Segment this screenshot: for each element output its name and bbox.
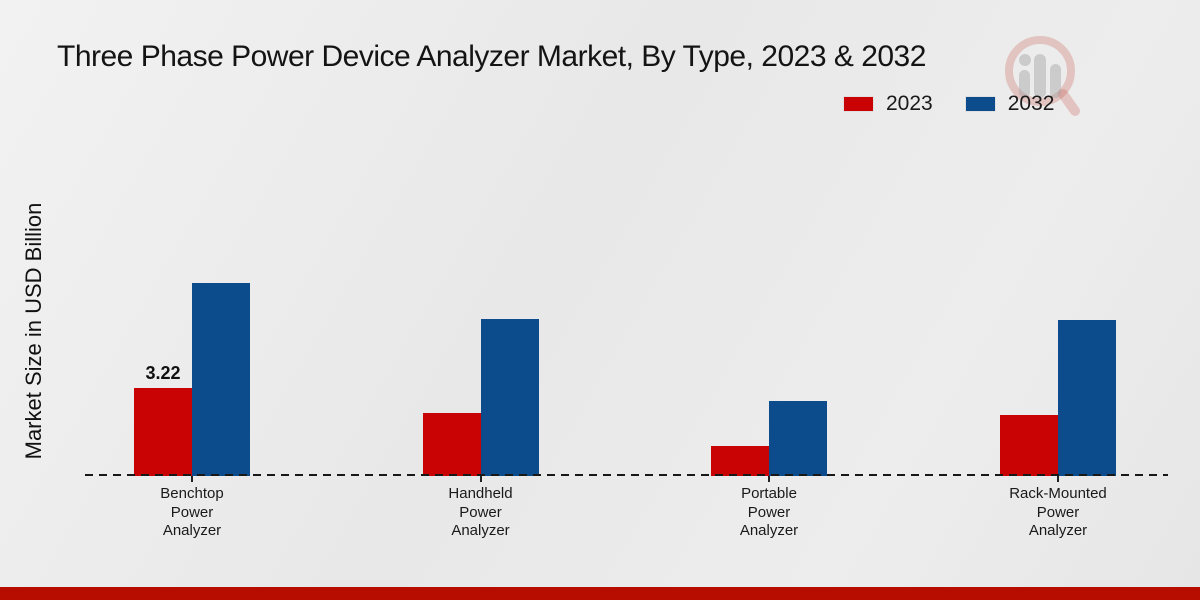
data-label-2023-0: 3.22 — [145, 363, 181, 383]
bar-2032-category-0 — [192, 283, 250, 476]
legend-item-2032: 2032 — [964, 92, 1055, 116]
legend-swatch-2023 — [843, 96, 874, 112]
legend: 2023 2032 — [843, 92, 1054, 116]
bar-2023-category-0 — [134, 388, 192, 476]
bar-2023-category-2 — [711, 446, 769, 476]
y-axis-label: Market Size in USD Billion — [21, 202, 46, 460]
category-label-0: Benchtop Power Analyzer — [160, 485, 224, 539]
bar-2023-category-3 — [1000, 415, 1058, 476]
x-axis-tick — [768, 476, 770, 482]
bar-2032-category-1 — [480, 319, 539, 476]
category-label-3: Rack-Mounted Power Analyzer — [1009, 485, 1107, 539]
category-label-1: Handheld Power Analyzer — [448, 485, 513, 539]
magnifier-bar-chart-logo-icon — [1005, 36, 1080, 116]
category-label-2: Portable Power Analyzer — [739, 485, 799, 539]
bar-2023-category-1 — [422, 413, 481, 476]
chart-title: Three Phase Power Device Analyzer Market… — [57, 40, 926, 73]
x-axis-tick — [1057, 476, 1059, 482]
x-axis-tick — [479, 476, 482, 482]
bar-2032-category-2 — [769, 401, 827, 476]
bar-2032-category-3 — [1058, 320, 1116, 476]
legend-swatch-2032 — [964, 96, 996, 112]
legend-item-2023: 2023 — [843, 92, 933, 116]
x-axis-baseline — [85, 474, 1168, 476]
footer-accent-bar — [0, 587, 1200, 600]
legend-label-2032: 2032 — [1007, 92, 1055, 115]
legend-label-2023: 2023 — [886, 92, 933, 115]
x-axis-tick — [191, 476, 193, 482]
